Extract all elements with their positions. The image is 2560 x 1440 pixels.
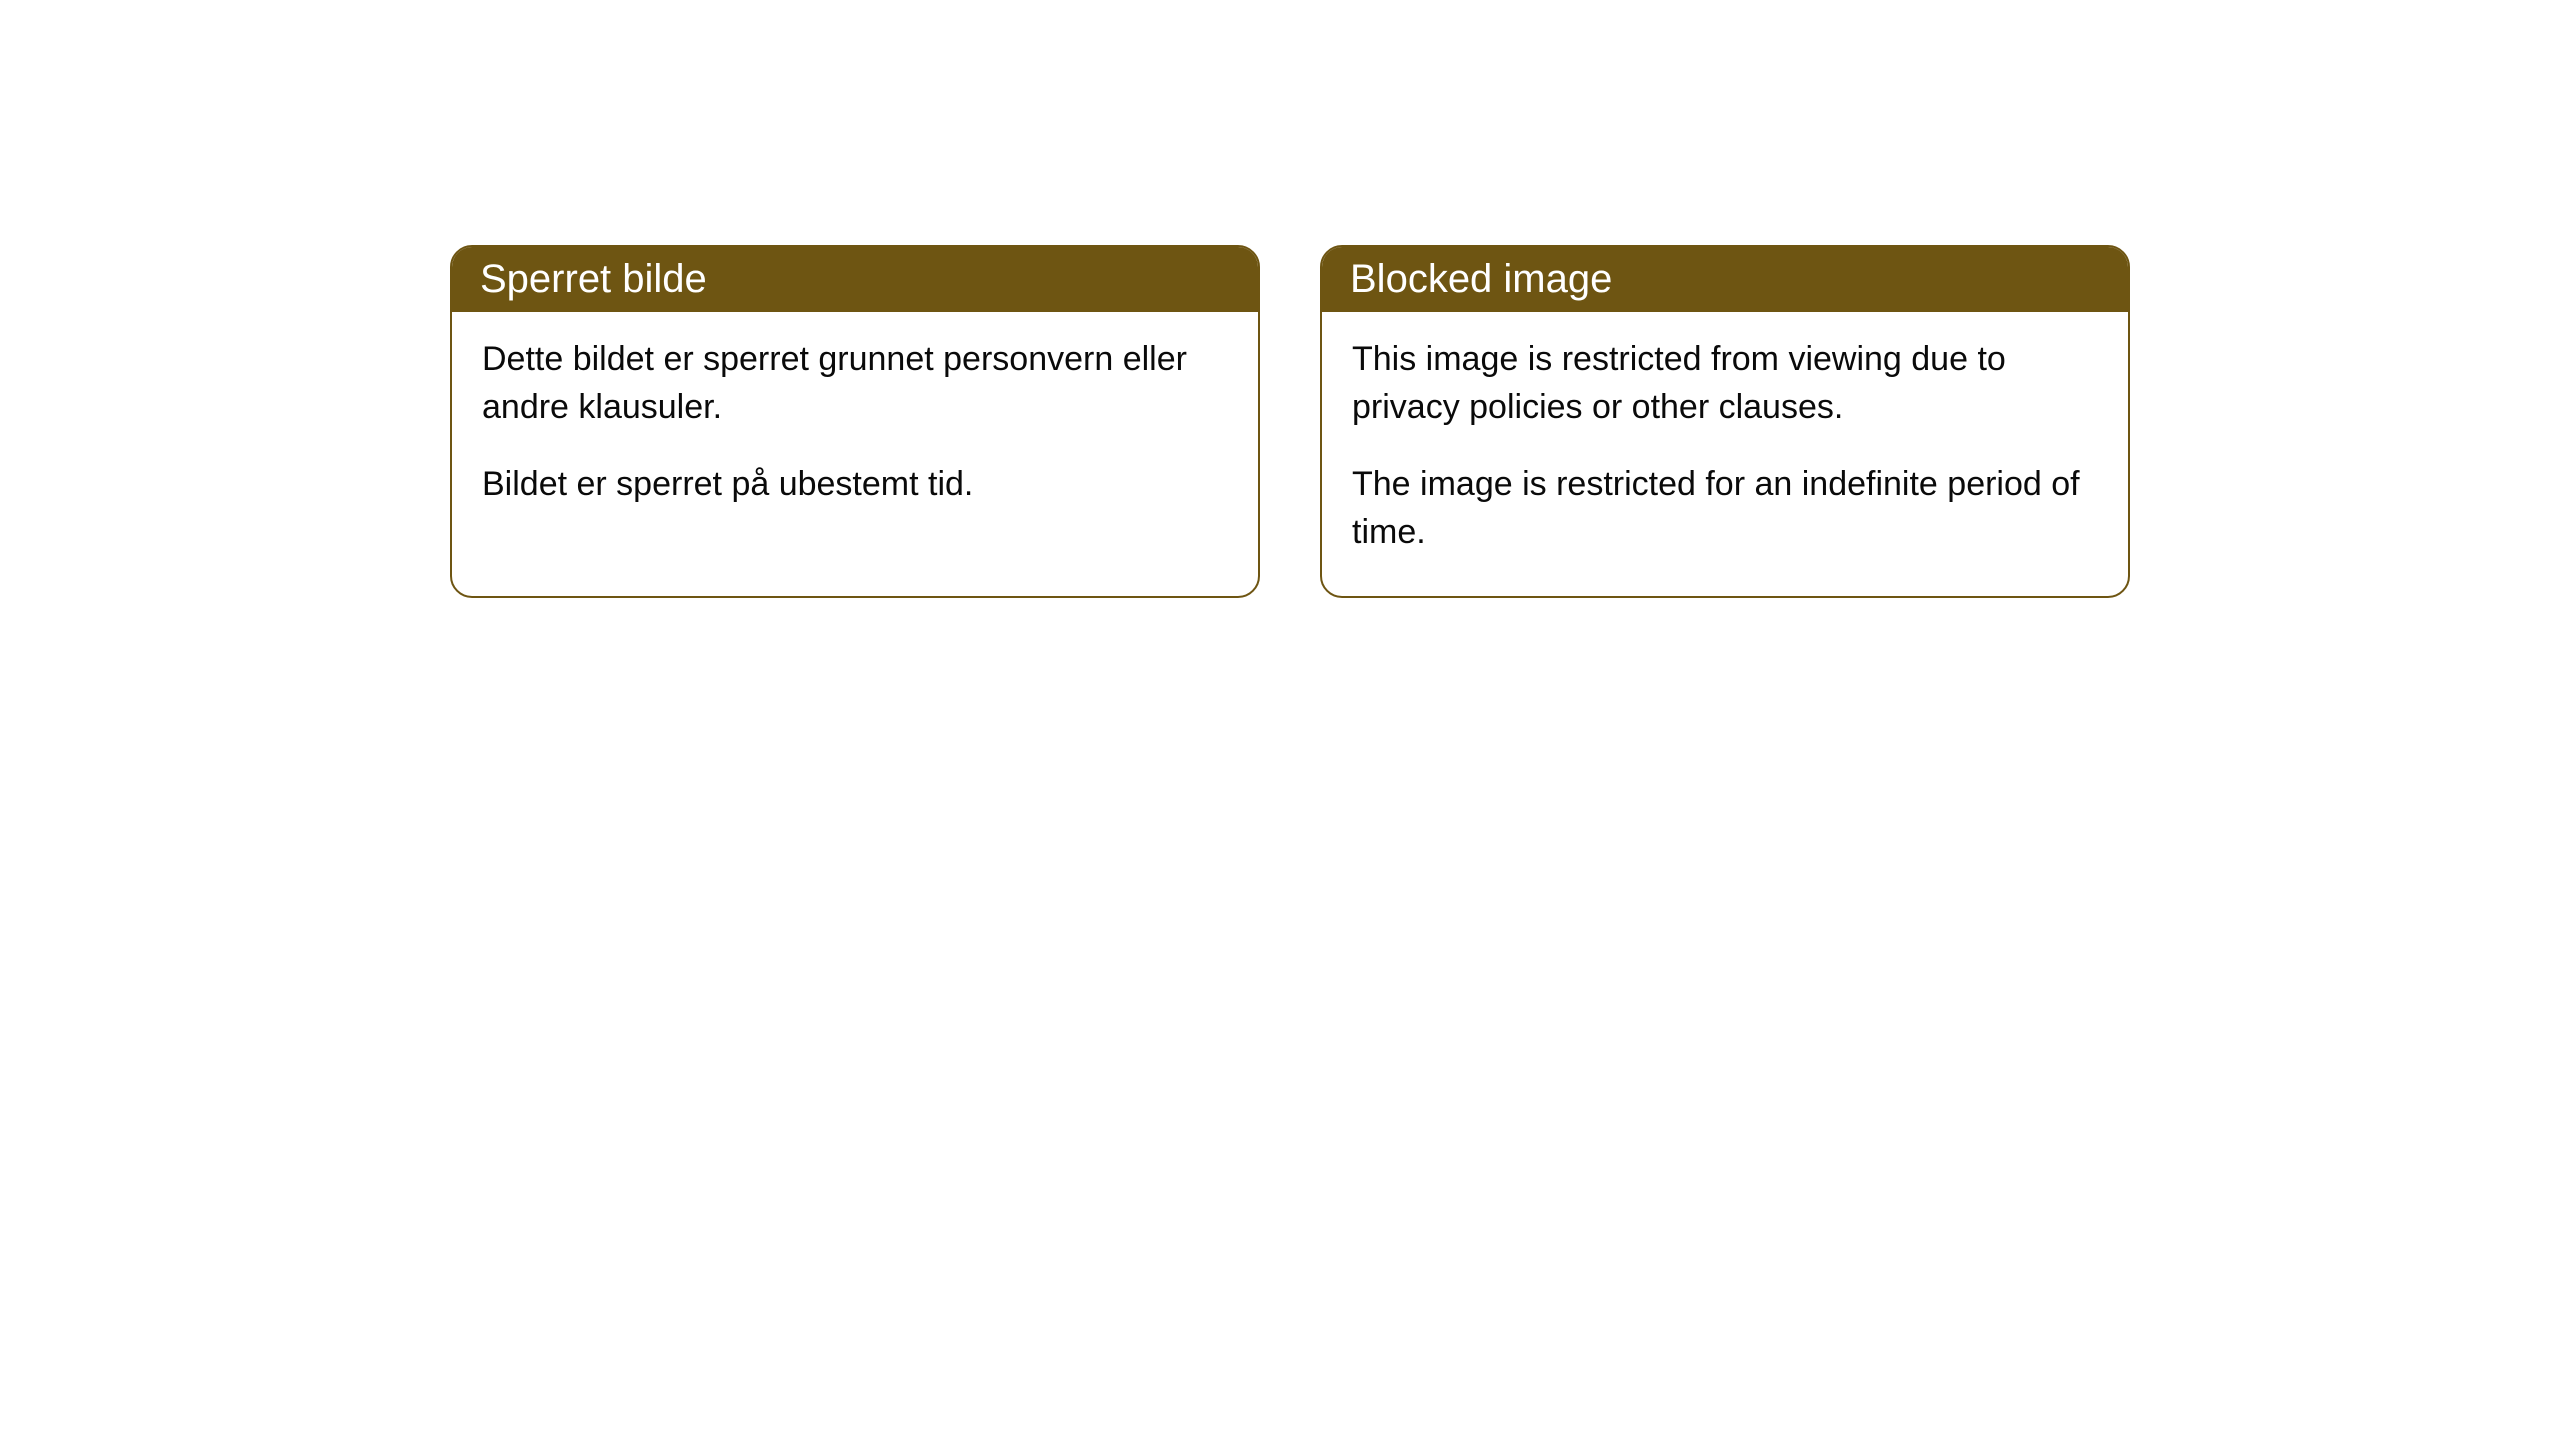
notice-card-norwegian: Sperret bilde Dette bildet er sperret gr… — [450, 245, 1260, 598]
card-paragraph: Bildet er sperret på ubestemt tid. — [482, 461, 1228, 509]
notice-cards-container: Sperret bilde Dette bildet er sperret gr… — [450, 245, 2130, 598]
card-title: Sperret bilde — [480, 257, 707, 301]
card-paragraph: This image is restricted from viewing du… — [1352, 336, 2098, 431]
card-header: Blocked image — [1322, 247, 2128, 312]
card-paragraph: The image is restricted for an indefinit… — [1352, 461, 2098, 556]
card-header: Sperret bilde — [452, 247, 1258, 312]
card-body: This image is restricted from viewing du… — [1322, 312, 2128, 596]
card-body: Dette bildet er sperret grunnet personve… — [452, 312, 1258, 549]
card-title: Blocked image — [1350, 257, 1612, 301]
card-paragraph: Dette bildet er sperret grunnet personve… — [482, 336, 1228, 431]
notice-card-english: Blocked image This image is restricted f… — [1320, 245, 2130, 598]
